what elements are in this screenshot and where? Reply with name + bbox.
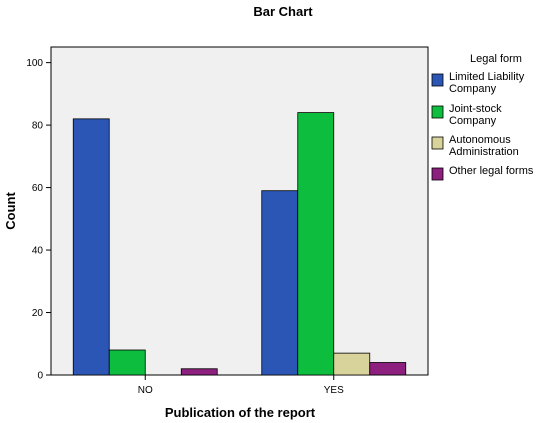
y-tick-label: 40 bbox=[32, 246, 44, 257]
legend-swatch bbox=[431, 105, 444, 119]
legend-title: Legal form bbox=[470, 53, 522, 65]
plot-area bbox=[50, 46, 429, 376]
legend-entry-label: Other legal forms bbox=[449, 165, 534, 177]
x-axis: NO YES bbox=[138, 375, 344, 396]
y-tick-label: 100 bbox=[26, 58, 43, 69]
bar bbox=[261, 190, 299, 376]
bar bbox=[297, 112, 335, 376]
legend: Legal form Limited LiabilityCompanyJoint… bbox=[431, 53, 534, 181]
legend-entry-label: Joint-stock bbox=[449, 103, 502, 115]
bar bbox=[180, 368, 218, 376]
x-tick-label: NO bbox=[138, 385, 153, 396]
x-axis-title: Publication of the report bbox=[165, 405, 316, 420]
y-axis: 0 20 40 60 80 100 bbox=[26, 58, 51, 382]
legend-swatch bbox=[431, 136, 444, 150]
bar bbox=[369, 362, 407, 376]
legend-swatch bbox=[431, 167, 444, 181]
legend-entry-label: Company bbox=[449, 83, 497, 95]
bar bbox=[72, 118, 110, 376]
y-tick-label: 20 bbox=[32, 308, 44, 319]
x-tick-label: YES bbox=[324, 385, 344, 396]
legend-entry-label: Administration bbox=[449, 146, 519, 158]
y-tick-label: 80 bbox=[32, 121, 44, 132]
bar bbox=[108, 349, 146, 376]
legend-entry-label: Limited Liability bbox=[449, 71, 525, 83]
legend-entry-label: Autonomous bbox=[449, 134, 511, 146]
legend-swatch bbox=[431, 73, 444, 87]
bar bbox=[333, 352, 371, 376]
y-axis-title: Count bbox=[3, 192, 18, 230]
chart-title: Bar Chart bbox=[253, 4, 313, 19]
bars-group bbox=[72, 112, 407, 376]
y-tick-label: 60 bbox=[32, 183, 44, 194]
y-tick-label: 0 bbox=[37, 371, 43, 382]
legend-entry-label: Company bbox=[449, 115, 497, 127]
